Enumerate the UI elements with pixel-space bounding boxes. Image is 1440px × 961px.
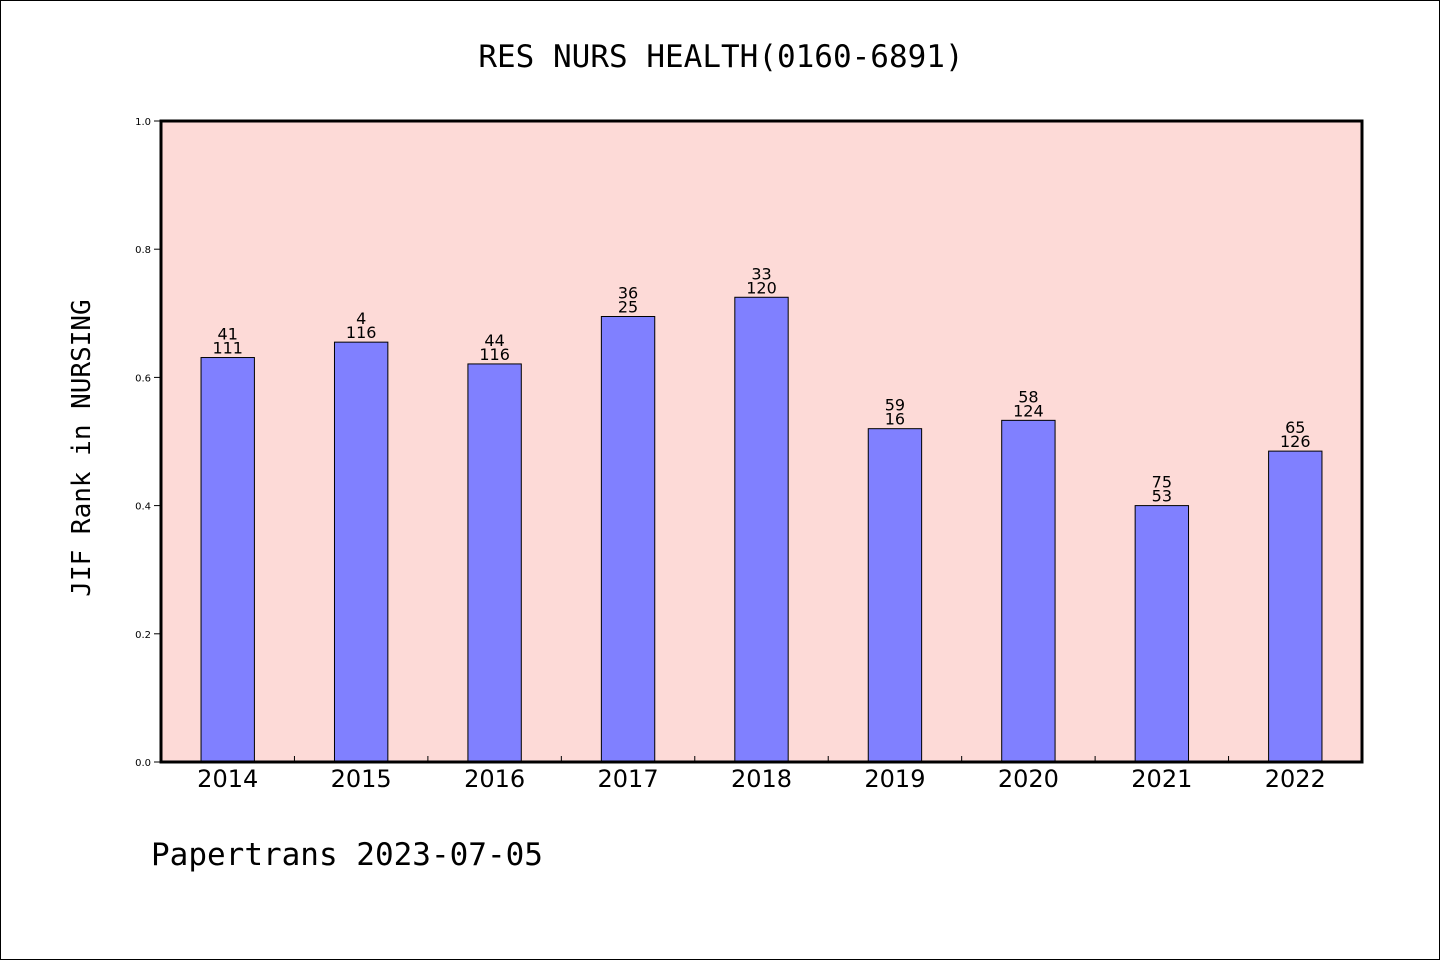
bar-label-bottom: 53 — [1152, 487, 1172, 506]
y-tick-label: 0.0 — [135, 758, 151, 769]
bar-label-bottom: 111 — [212, 339, 243, 358]
bar-label-bottom: 16 — [885, 410, 905, 429]
plot-border — [159, 119, 1364, 764]
x-tick-label: 2017 — [598, 765, 659, 793]
x-tick-label: 2014 — [197, 765, 258, 793]
bar-label-top: 65 — [1285, 418, 1305, 437]
y-axis: 0.0 0.2 0.4 0.6 0.8 1.0 — [135, 117, 161, 769]
bar-2017 — [600, 316, 656, 763]
y-tick-label: 1.0 — [135, 117, 151, 128]
y-tick-label: 0.2 — [135, 630, 151, 641]
bar-2022 — [1268, 450, 1323, 763]
bar-2015 — [333, 341, 389, 763]
bar-label-top: 33 — [751, 264, 771, 283]
x-tick-label: 2018 — [731, 765, 792, 793]
bar-label-bottom: 124 — [1013, 401, 1044, 420]
x-tick-label: 2019 — [864, 765, 925, 793]
y-tick-label: 0.4 — [135, 502, 151, 513]
x-tick-label: 2015 — [331, 765, 392, 793]
y-tick-label: 0.8 — [135, 245, 151, 256]
x-tick-label: 2020 — [998, 765, 1059, 793]
bar-label-top: 44 — [484, 331, 504, 350]
bar-2014 — [200, 357, 255, 763]
bar-label-bottom: 116 — [479, 345, 510, 364]
x-tick-label: 2016 — [464, 765, 525, 793]
footer-credit: Papertrans 2023-07-05 — [151, 837, 543, 873]
bar-label-bottom: 120 — [746, 278, 777, 297]
bar-label-bottom: 25 — [618, 298, 638, 317]
bar-2020 — [1001, 419, 1056, 763]
bar-label-top: 41 — [218, 325, 238, 344]
bar-series — [200, 296, 1323, 763]
bar-2019 — [867, 428, 923, 763]
bar-label-top: 75 — [1152, 473, 1172, 492]
bar-label-top: 59 — [885, 396, 905, 415]
x-tick-label: 2022 — [1265, 765, 1326, 793]
chart-title: RES NURS HEALTH(0160-6891) — [478, 39, 963, 75]
bar-2021 — [1134, 505, 1190, 763]
bar-2018 — [734, 296, 789, 763]
bar-label-top: 58 — [1018, 387, 1038, 406]
y-axis-label: JIF Rank in NURSING — [67, 299, 97, 596]
y-tick-label: 0.6 — [135, 373, 151, 384]
bar-label-bottom: 126 — [1280, 432, 1311, 451]
bar-label-bottom: 116 — [346, 323, 377, 342]
x-axis: 2014 2015 2016 2017 2018 2019 2020 2021 2022 — [197, 756, 1326, 793]
bar-2016 — [467, 363, 522, 763]
x-tick-label: 2021 — [1131, 765, 1192, 793]
bar-label-top: 36 — [618, 284, 638, 303]
bar-label-top: 4 — [356, 309, 366, 328]
